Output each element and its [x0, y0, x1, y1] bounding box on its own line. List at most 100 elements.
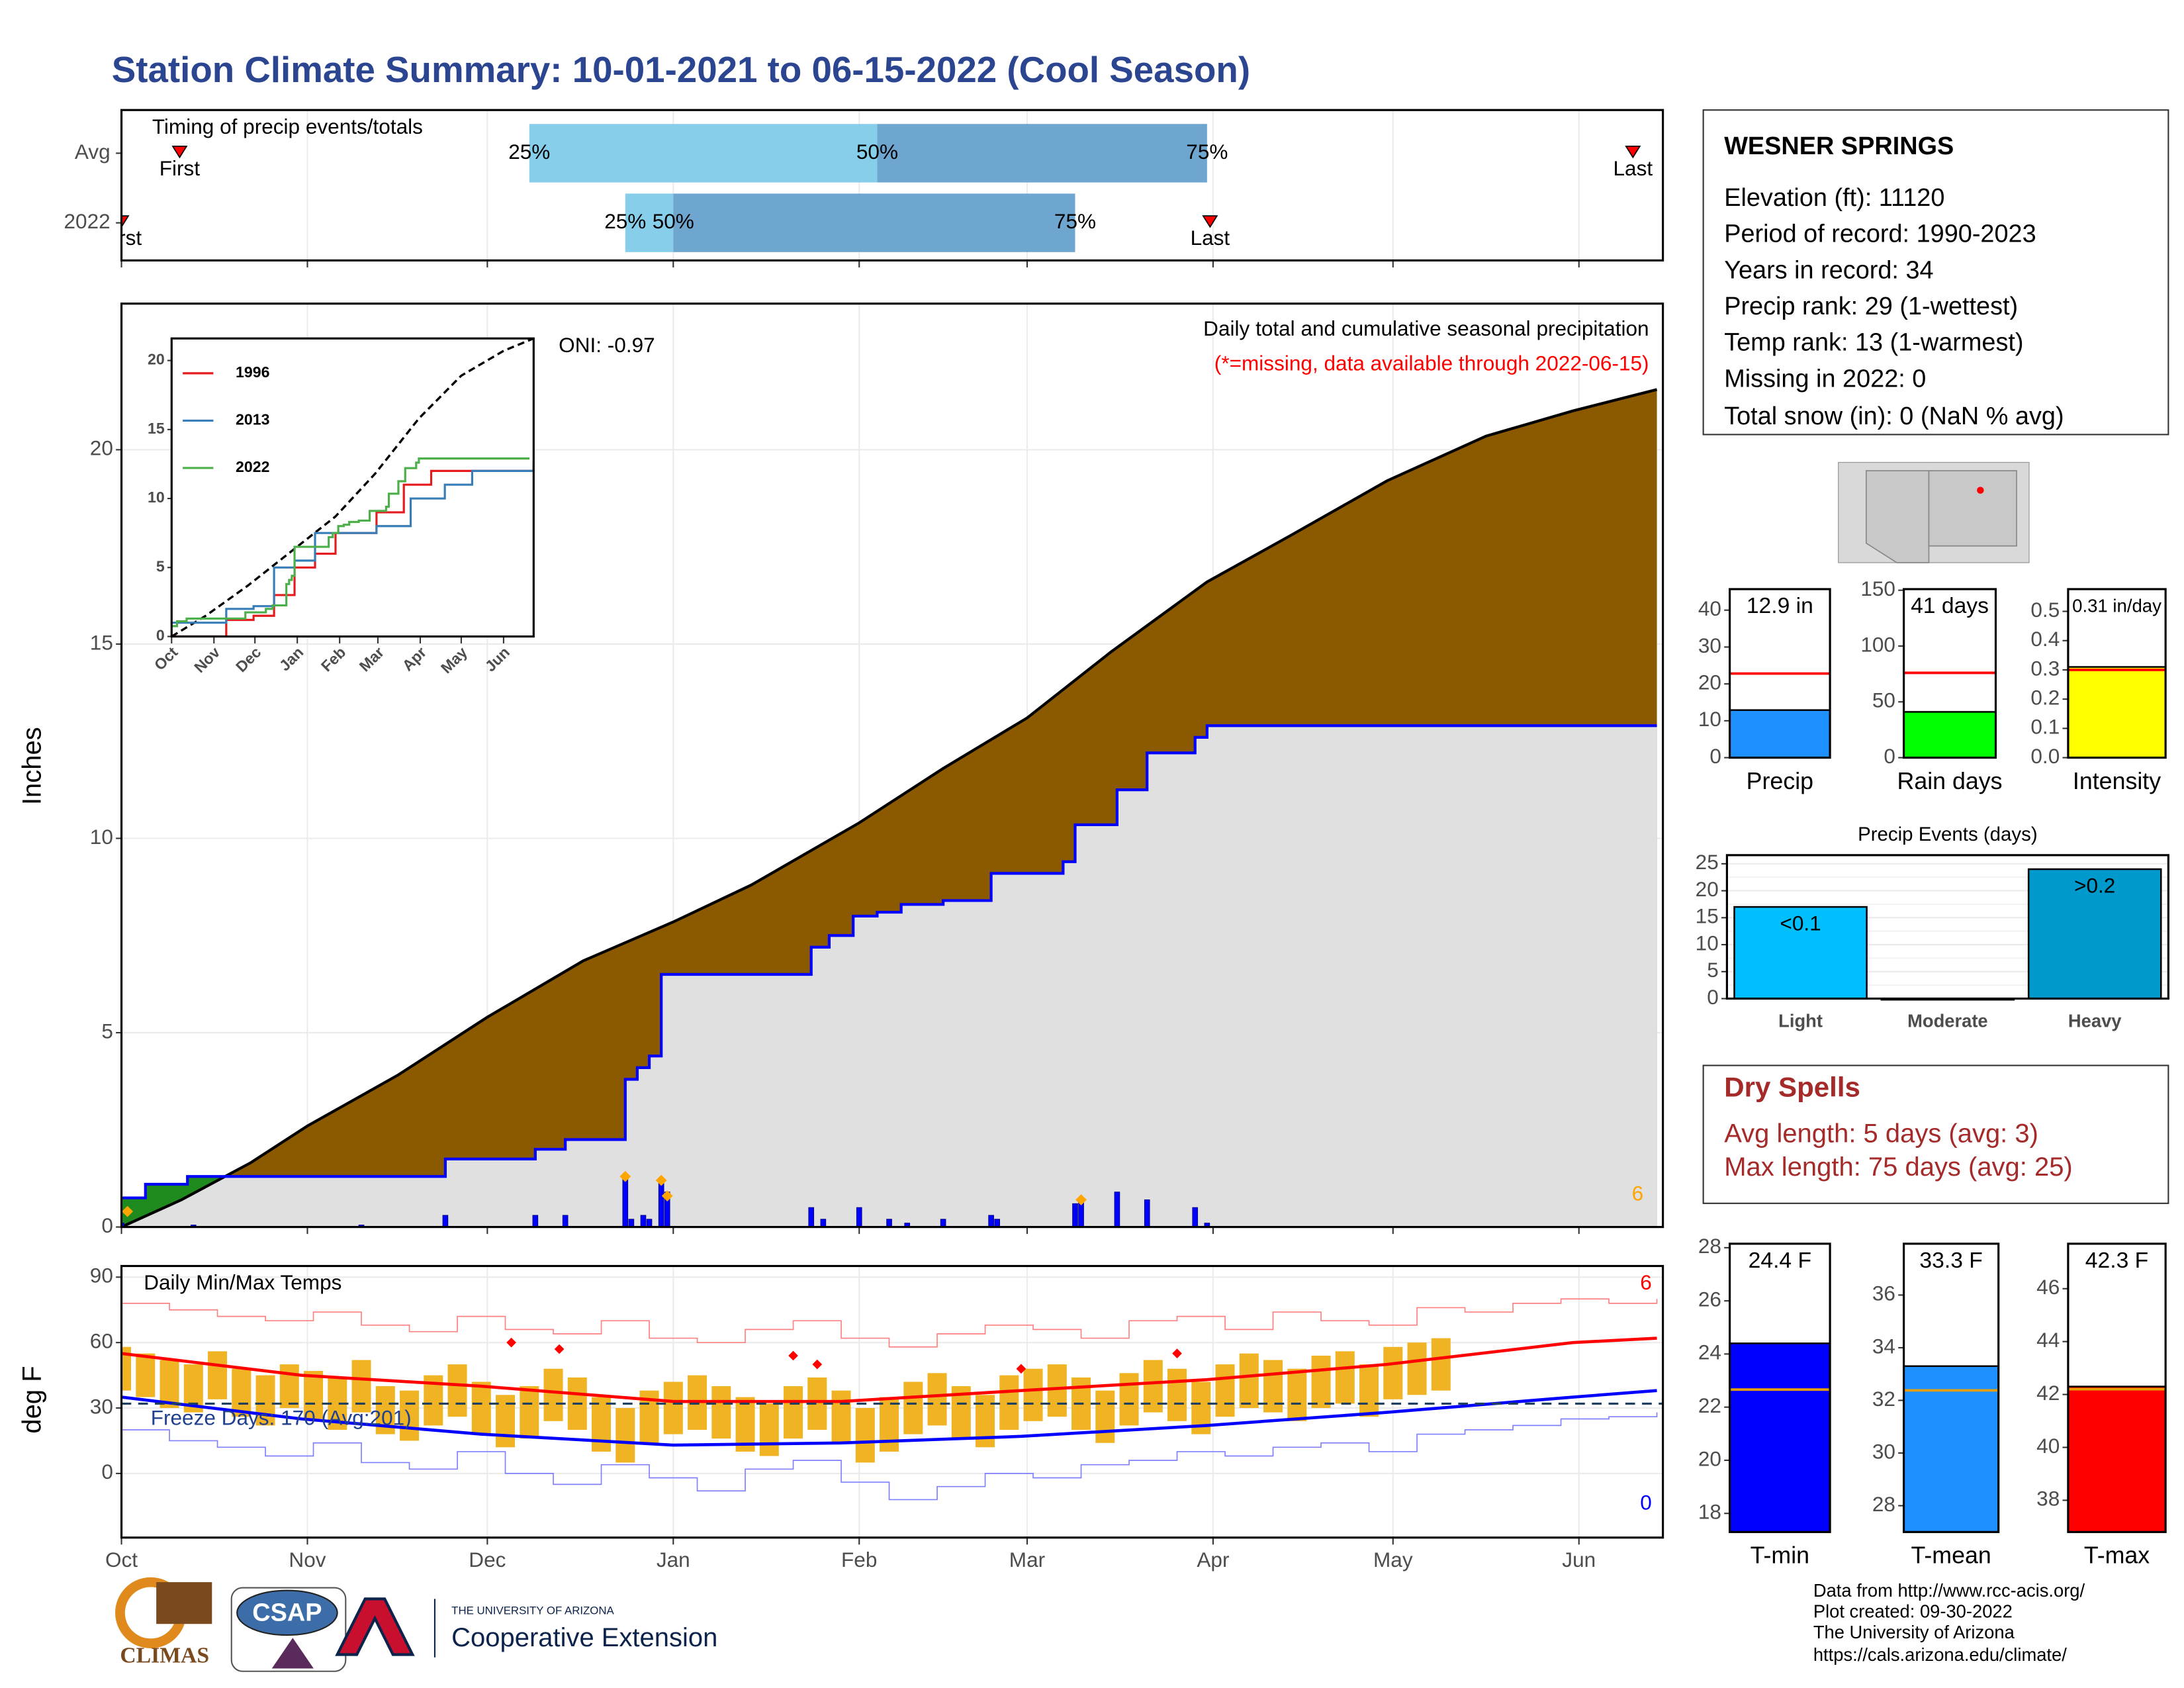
- temp-range-bar: [1047, 1364, 1067, 1417]
- y-tick-label: 0: [1884, 744, 1895, 768]
- chart-title: Timing of precip events/totals: [152, 115, 423, 138]
- bar: [2067, 666, 2167, 759]
- daily-bar: [121, 1223, 124, 1227]
- station-line: Missing in 2022: 0: [1724, 365, 1926, 393]
- temp-range-bar: [999, 1375, 1019, 1430]
- temp-range-bar: [520, 1386, 539, 1439]
- y-tick-label: 0: [156, 627, 165, 644]
- coop-logo: Cooperative Extension: [451, 1623, 717, 1652]
- value-label: 41 days: [1911, 594, 1989, 618]
- y-tick-label: 24: [1698, 1340, 1721, 1364]
- footer-line: Data from http://www.rcc-acis.org/: [1813, 1580, 2085, 1601]
- chart-subtitle: (*=missing, data available through 2022-…: [1214, 352, 1649, 375]
- daily-bar: [562, 1215, 569, 1227]
- daily-bar: [808, 1207, 815, 1227]
- event-marker: [171, 146, 188, 159]
- y-tick-label: 20: [1698, 1446, 1721, 1470]
- average-line: [121, 1336, 1657, 1403]
- temp-range-bar: [1095, 1390, 1115, 1443]
- bar: [2027, 868, 2162, 1000]
- daily-bar: [658, 1180, 664, 1227]
- quartile-bar: [625, 193, 674, 252]
- y-tick-label: 0.1: [2030, 715, 2060, 739]
- event-label: First: [159, 156, 201, 180]
- event-label: Last: [1613, 156, 1653, 180]
- daily-bar: [622, 1176, 629, 1227]
- inset-background: [171, 338, 534, 637]
- y-tick-label: 5: [156, 557, 165, 575]
- y-tick-label: 40: [2036, 1434, 2060, 1458]
- temp-range-bar: [927, 1373, 947, 1426]
- y-tick-label: 0: [1707, 985, 1719, 1009]
- y-tick-label: 28: [1698, 1234, 1721, 1258]
- map-state: [1928, 470, 2017, 547]
- climas-emblem: [156, 1582, 212, 1624]
- temp-range-bar: [121, 1346, 132, 1391]
- legend-label: 1996: [236, 363, 270, 381]
- y-tick-label: 22: [1698, 1393, 1721, 1417]
- quantile-label: 75%: [1054, 209, 1096, 233]
- temp-range-bar: [1407, 1342, 1427, 1395]
- daily-bar: [628, 1219, 635, 1227]
- temp-range-bar: [759, 1403, 779, 1456]
- y-tick-label: 0: [101, 1460, 113, 1483]
- bar-label: <0.1: [1780, 912, 1821, 935]
- value-label: 42.3 F: [2085, 1248, 2148, 1273]
- y-tick-label: 50: [1872, 688, 1895, 712]
- y-tick-label: 2022: [64, 209, 111, 233]
- record-marker: [1172, 1348, 1182, 1359]
- daily-bar: [886, 1219, 892, 1227]
- footer-line: https://cals.arizona.edu/climate/: [1813, 1644, 2067, 1665]
- temp-range-bar: [1311, 1355, 1331, 1409]
- daily-bar: [640, 1215, 647, 1227]
- record-marker: [554, 1344, 565, 1354]
- ua-logo: THE UNIVERSITY OF ARIZONA: [451, 1605, 614, 1617]
- y-tick-label: 15: [148, 420, 165, 437]
- plot-frame: [2067, 588, 2167, 759]
- temp-range-bar: [711, 1386, 731, 1439]
- series-line: [171, 457, 530, 628]
- y-tick-label: 10: [1696, 931, 1719, 955]
- y-tick-label: 30: [90, 1394, 113, 1418]
- y-tick-label: 20: [1698, 670, 1721, 694]
- footer-line: The University of Arizona: [1813, 1622, 2015, 1642]
- temp-range-bar: [208, 1351, 228, 1399]
- y-tick-label: 0.3: [2030, 656, 2060, 680]
- y-tick-label: 38: [2036, 1487, 2060, 1511]
- y-tick-label: 0.4: [2030, 627, 2060, 651]
- plot-frame: [1729, 1243, 1831, 1533]
- event-marker: [1625, 146, 1641, 159]
- y-tick-label: 25: [1696, 850, 1719, 874]
- y-tick-label: 46: [2036, 1275, 2060, 1299]
- y-tick-label: 5: [1707, 958, 1719, 982]
- y-tick-label: 32: [1872, 1387, 1895, 1411]
- y-tick-label: 60: [90, 1329, 113, 1352]
- temp-range-bar: [1383, 1346, 1403, 1399]
- station-line: Period of record: 1990-2023: [1724, 220, 2036, 248]
- quantile-label: 25%: [508, 140, 550, 164]
- chart-title: Precip Events (days): [1858, 823, 2038, 845]
- x-tick-label: May: [1373, 1548, 1413, 1571]
- chart-title: Daily Min/Max Temps: [144, 1270, 341, 1294]
- y-tick-label: 15: [90, 630, 113, 654]
- y-tick-label: 44: [2036, 1328, 2060, 1352]
- timeline-clip: 25% 50% 75% First Last 25% 50% 75% First Last: [121, 124, 1653, 252]
- temp-range-bar: [663, 1382, 683, 1434]
- daily-bar: [442, 1215, 449, 1227]
- y-tick-label: 36: [1872, 1282, 1895, 1305]
- chart-title: Daily total and cumulative seasonal prec…: [1203, 316, 1649, 340]
- temp-range-bar: [855, 1408, 875, 1463]
- plot-frame: [120, 303, 1664, 1229]
- y-tick-label: 90: [90, 1264, 113, 1288]
- missing-marker: [619, 1170, 631, 1182]
- plot-area: [121, 1298, 1663, 1501]
- plot-frame: [1903, 1243, 2000, 1533]
- page-title: Station Climate Summary: 10-01-2021 to 0…: [112, 49, 1250, 90]
- y-tick-label: 10: [1698, 707, 1721, 731]
- y-tick-label: 100: [1860, 632, 1895, 656]
- quartile-bar: [877, 124, 1207, 183]
- temp-range-bar: [255, 1375, 275, 1426]
- extreme-line: [121, 1412, 1658, 1501]
- dry-spells-title: Dry Spells: [1724, 1071, 1860, 1102]
- bar: [1903, 711, 1997, 759]
